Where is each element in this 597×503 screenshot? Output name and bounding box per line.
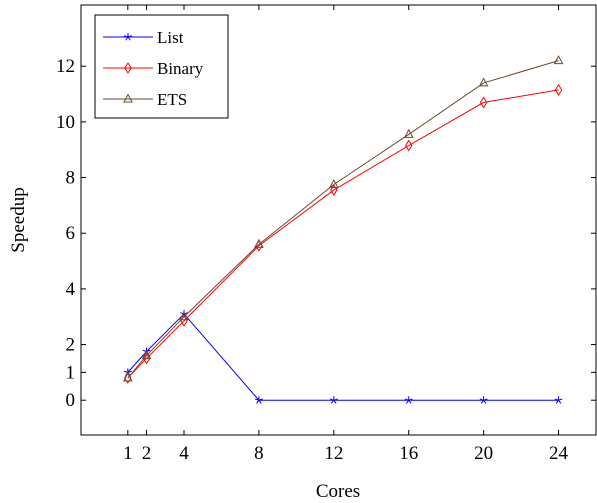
legend-item-ets: ETS bbox=[103, 90, 187, 109]
data-point-ets bbox=[403, 128, 414, 138]
legend-box bbox=[94, 14, 229, 119]
y-tick-label: 2 bbox=[66, 335, 76, 356]
data-point-list bbox=[479, 396, 488, 404]
series-line-list bbox=[127, 313, 559, 401]
y-tick-label: 10 bbox=[56, 112, 75, 133]
data-point-ets bbox=[553, 55, 564, 65]
x-tick-label: 12 bbox=[324, 443, 343, 464]
data-point-binary bbox=[142, 352, 151, 365]
data-point-list bbox=[404, 396, 413, 404]
legend-marker bbox=[124, 62, 132, 74]
legend-marker bbox=[123, 93, 133, 103]
data-point-list bbox=[254, 396, 263, 404]
x-tick-label: 4 bbox=[179, 443, 189, 464]
x-tick-label: 8 bbox=[254, 443, 264, 464]
y-tick-label: 0 bbox=[66, 390, 76, 411]
x-tick-label: 1 bbox=[123, 443, 133, 464]
y-tick-label: 4 bbox=[66, 279, 76, 300]
data-point-binary bbox=[124, 372, 132, 384]
series-ets bbox=[122, 55, 564, 382]
y-tick-label: 1 bbox=[66, 362, 76, 383]
data-point-list bbox=[329, 396, 338, 404]
legend: List Binary ETS bbox=[94, 14, 229, 119]
y-axis-label: Speedup bbox=[8, 187, 29, 252]
x-axis-label: Cores bbox=[316, 481, 360, 502]
data-point-ets bbox=[478, 77, 489, 87]
data-point-binary bbox=[554, 83, 563, 96]
data-point-binary bbox=[330, 184, 338, 197]
data-point-ets bbox=[254, 238, 264, 248]
x-tick-label: 24 bbox=[549, 443, 569, 464]
x-tick-label: 20 bbox=[474, 443, 493, 464]
data-point-list bbox=[554, 396, 563, 404]
data-point-binary bbox=[479, 96, 488, 109]
x-tick-label: 2 bbox=[142, 443, 152, 464]
legend-label: List bbox=[157, 28, 184, 47]
series-line-binary bbox=[127, 89, 559, 379]
legend-item-binary: Binary bbox=[103, 59, 204, 78]
data-point-binary bbox=[404, 139, 413, 152]
x-tick-label: 16 bbox=[399, 443, 418, 464]
x-ticks: 1 2 4 8 12 16 20 24 bbox=[123, 5, 569, 464]
data-point-ets bbox=[141, 350, 152, 360]
series-binary bbox=[124, 83, 563, 384]
legend-label: ETS bbox=[157, 90, 187, 109]
legend-item-list: List bbox=[103, 28, 184, 47]
plot-frame bbox=[80, 4, 597, 436]
y-tick-label: 12 bbox=[56, 56, 75, 77]
y-tick-label: 8 bbox=[66, 168, 76, 189]
data-point-ets bbox=[122, 372, 133, 382]
data-point-ets bbox=[328, 178, 339, 189]
series-list bbox=[123, 309, 563, 404]
legend-marker bbox=[124, 33, 132, 41]
y-tick-label: 6 bbox=[66, 223, 76, 244]
series-layer bbox=[122, 55, 564, 404]
series-line-ets bbox=[127, 60, 559, 379]
legend-label: Binary bbox=[157, 59, 204, 78]
data-point-ets bbox=[179, 311, 189, 321]
